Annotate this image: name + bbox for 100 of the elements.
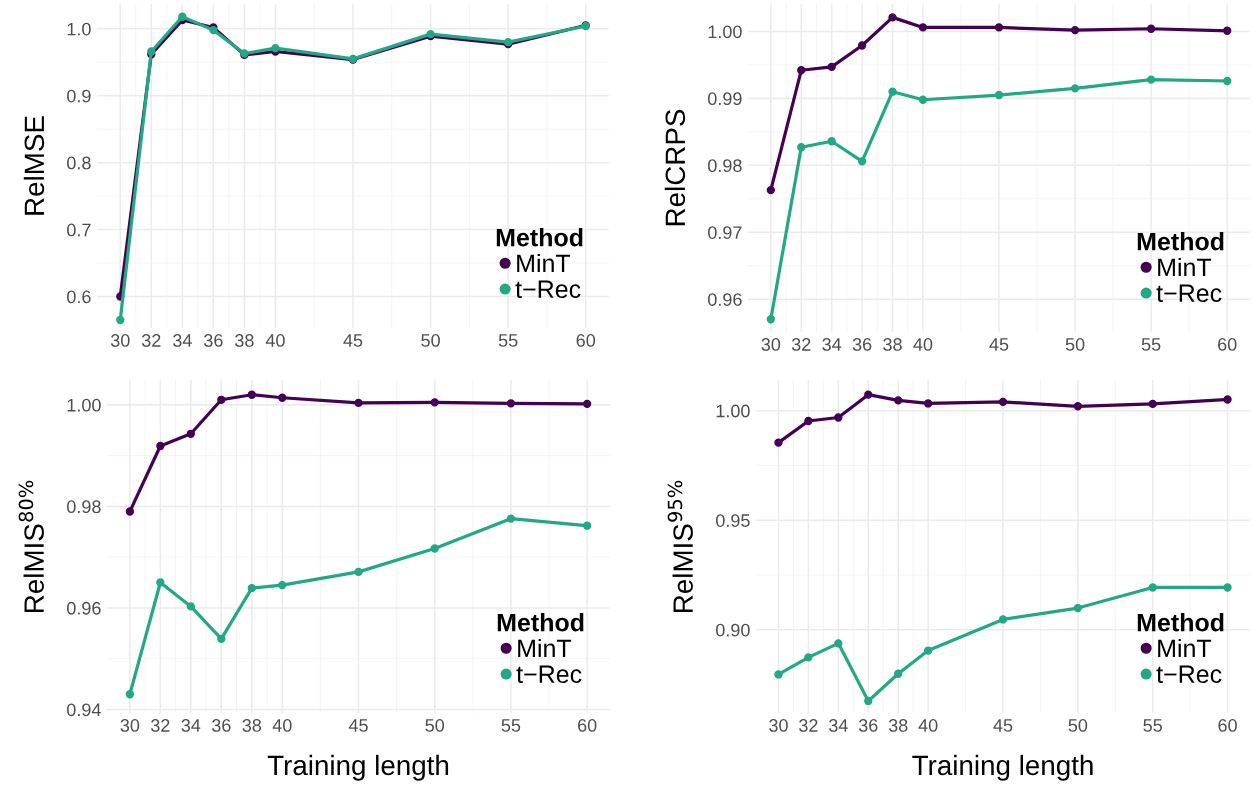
y-axis-title: RelCRPS [664, 109, 686, 226]
point [506, 399, 516, 408]
y-tick-label: 0.98 [67, 500, 101, 514]
point [888, 87, 897, 96]
x-tick-label: 36 [858, 719, 878, 732]
point [1070, 25, 1080, 35]
point [430, 398, 439, 407]
point [1146, 24, 1156, 33]
legend-label: t−Rec [1156, 665, 1222, 684]
x-tick-label: 45 [993, 719, 1013, 732]
x-tick-label: 32 [799, 719, 818, 732]
y-tick-label: 0.97 [708, 226, 742, 239]
point [430, 544, 439, 553]
point [994, 23, 1004, 32]
x-tick-label: 45 [989, 338, 1009, 351]
point [1223, 395, 1232, 404]
point [864, 696, 873, 706]
point [918, 95, 928, 104]
point [354, 567, 363, 577]
y-tick-label: 0.8 [67, 156, 91, 170]
legend-title: Method [1137, 232, 1224, 251]
x-tick-label: 32 [141, 334, 161, 347]
x-tick-label: 40 [272, 719, 292, 732]
point [923, 399, 933, 408]
point [894, 669, 903, 678]
point [582, 521, 592, 530]
y-tick-label: 0.96 [67, 601, 101, 615]
x-tick-label: 36 [204, 334, 223, 347]
point [278, 393, 287, 402]
x-tick-label: 50 [421, 334, 440, 347]
point [804, 416, 813, 426]
y-axis-title: RelMIS$^{80%}$ [18, 480, 44, 612]
y-tick-label: 1.00 [716, 404, 750, 418]
x-tick-label: 60 [578, 719, 597, 732]
x-tick-label: 32 [791, 338, 811, 351]
y-tick-label: 0.96 [708, 293, 742, 306]
y-tick-label: 0.9 [67, 89, 91, 103]
point [1146, 75, 1156, 84]
x-tick-label: 40 [913, 338, 933, 351]
point [804, 653, 813, 662]
legend-title: Method [497, 613, 584, 632]
point [1223, 76, 1232, 86]
x-tick-label: 32 [151, 719, 170, 732]
point [774, 670, 783, 679]
point [247, 390, 256, 399]
y-axis-title: RelMSE [23, 116, 45, 215]
x-tick-label: 40 [265, 334, 285, 347]
point [797, 66, 806, 75]
legend-label: MinT [1158, 257, 1212, 277]
point [1073, 603, 1083, 613]
point [923, 646, 933, 655]
legend-label: MinT [518, 638, 572, 658]
y-tick-label: 0.99 [708, 92, 742, 106]
legend-label: t−Rec [516, 665, 582, 684]
legend-title: Method [1137, 613, 1224, 632]
point [186, 429, 196, 438]
x-tick-label: 38 [883, 338, 902, 351]
point [766, 185, 775, 195]
x-tick-label: 30 [120, 719, 140, 732]
point [506, 514, 516, 523]
point [217, 634, 226, 644]
point [125, 507, 135, 516]
legend-label: MinT [517, 253, 571, 273]
legend-label: t−Rec [1156, 284, 1222, 303]
x-tick-label: 50 [1065, 338, 1085, 351]
point [278, 580, 287, 590]
point [1148, 583, 1157, 592]
x-tick-label: 50 [425, 719, 445, 732]
point [1223, 583, 1232, 592]
point [354, 398, 363, 408]
point [774, 438, 783, 447]
point [1073, 402, 1083, 411]
x-tick-label: 34 [822, 338, 842, 351]
x-tick-label: 36 [852, 338, 872, 351]
point [766, 315, 775, 324]
y-tick-label: 1.00 [67, 398, 101, 412]
x-tick-label: 45 [348, 719, 368, 732]
x-tick-label: 34 [172, 334, 192, 347]
x-tick-label: 50 [1068, 719, 1088, 732]
legend-label: MinT [1158, 638, 1212, 658]
y-tick-label: 0.6 [67, 290, 91, 304]
point [857, 157, 867, 166]
y-tick-label: 0.7 [67, 223, 91, 237]
x-tick-label: 38 [242, 719, 262, 732]
point [1070, 84, 1080, 93]
point [156, 578, 165, 587]
point [894, 396, 903, 405]
y-tick-label: 0.98 [708, 159, 742, 173]
point [834, 639, 843, 648]
x-tick-label: 55 [1141, 338, 1161, 351]
x-tick-label: 36 [211, 719, 231, 732]
y-tick-label: 0.95 [716, 514, 750, 527]
point [998, 615, 1008, 624]
point [994, 90, 1004, 100]
point [998, 397, 1008, 407]
y-tick-label: 0.90 [716, 623, 750, 637]
point [918, 23, 928, 32]
point [827, 62, 836, 72]
point [582, 399, 592, 409]
point [834, 413, 843, 422]
